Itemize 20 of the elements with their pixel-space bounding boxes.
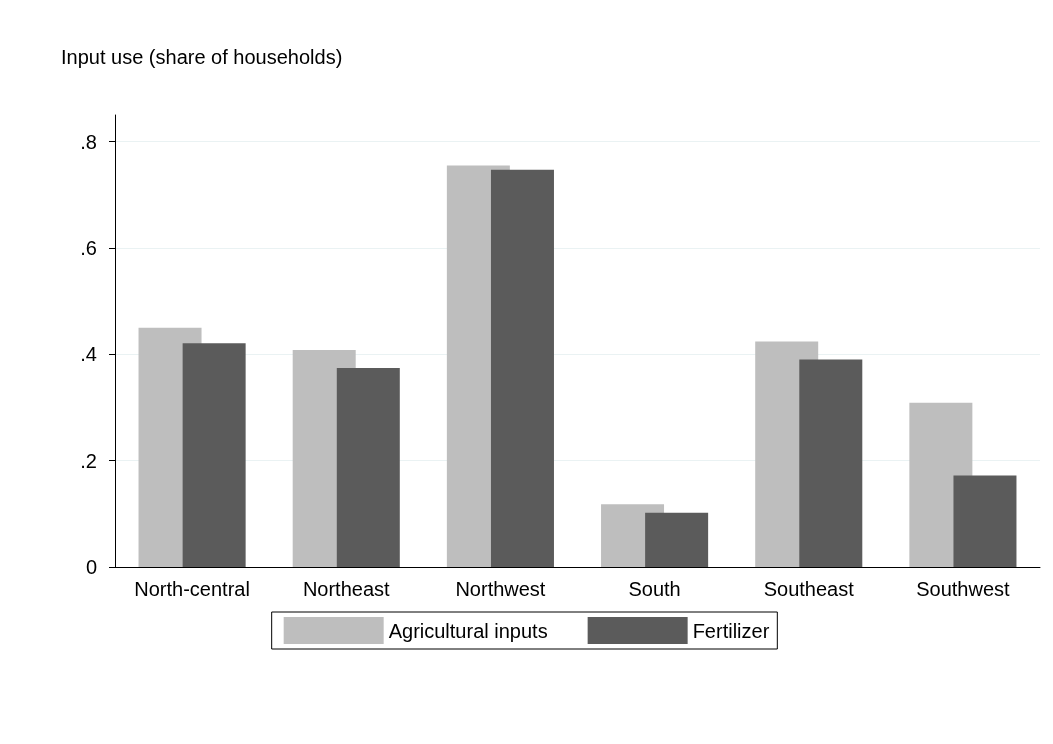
legend-label: Agricultural inputs	[388, 619, 548, 642]
x-tick-label: Southeast	[763, 578, 855, 600]
x-tick-label: South	[628, 578, 681, 600]
x-tick-label: Southwest	[916, 578, 1011, 600]
y-tick-label: .8	[80, 130, 97, 153]
bar	[645, 512, 709, 567]
bar	[182, 343, 246, 567]
bar	[336, 368, 400, 567]
x-tick-label: Northeast	[302, 578, 391, 600]
legend-label: Fertilizer	[692, 619, 770, 642]
x-tick-label: Northwest	[455, 578, 546, 600]
y-tick-label: .2	[80, 449, 97, 472]
bar	[490, 169, 554, 567]
bar	[953, 475, 1017, 567]
x-tick-label: North-central	[134, 578, 250, 600]
y-axis-title: Input use (share of households)	[61, 46, 343, 68]
y-tick-label: 0	[85, 556, 97, 578]
bar	[799, 359, 863, 567]
y-tick-label: .6	[80, 236, 97, 259]
y-tick-label: .4	[80, 343, 97, 366]
